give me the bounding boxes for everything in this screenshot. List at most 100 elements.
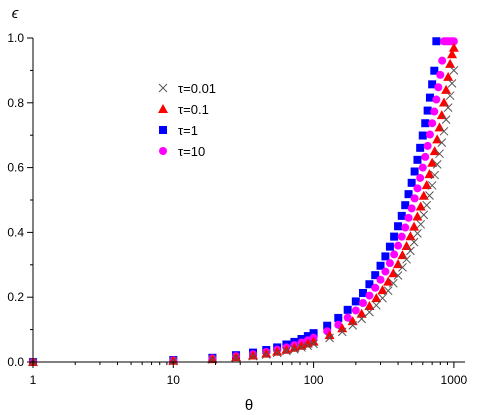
axes <box>27 37 465 368</box>
data-point <box>168 356 178 366</box>
data-point <box>334 320 343 329</box>
data-point <box>365 307 374 317</box>
data-point <box>261 348 272 358</box>
y-tick-label: 0.2 <box>7 290 24 304</box>
y-tick-label: 0.6 <box>7 161 24 175</box>
data-point <box>334 313 343 322</box>
legend-label: τ=0.1 <box>178 102 209 117</box>
data-point <box>397 232 406 241</box>
data-point <box>421 152 430 161</box>
data-point <box>413 229 422 238</box>
y-tick-label: 0.0 <box>7 355 24 369</box>
data-point <box>376 261 385 270</box>
legend-marker <box>159 126 167 134</box>
data-point <box>381 267 390 276</box>
series-2 <box>28 42 459 366</box>
y-tick-label: 1.0 <box>7 31 24 45</box>
legend: τ=0.01 τ=0.1 τ=1 τ=10 <box>158 81 216 159</box>
data-point <box>371 283 380 292</box>
data-point <box>416 173 425 182</box>
data-point <box>359 288 368 297</box>
data-point <box>416 219 426 229</box>
data-point <box>356 308 367 318</box>
data-point <box>231 353 241 363</box>
data-point <box>443 103 453 113</box>
data-point <box>429 146 440 156</box>
data-point <box>439 126 449 136</box>
data-point <box>447 49 458 59</box>
data-point <box>404 190 413 199</box>
data-point <box>343 313 352 322</box>
data-point <box>449 37 458 46</box>
data-point <box>424 169 435 179</box>
data-point <box>425 191 434 200</box>
data-point <box>418 131 427 140</box>
data-point <box>404 213 413 222</box>
data-point <box>434 83 443 92</box>
legend-label: τ=1 <box>178 123 198 138</box>
x-tick-label: 100 <box>304 373 324 387</box>
data-point <box>381 252 390 261</box>
legend-label: τ=0.01 <box>178 81 216 96</box>
data-point <box>376 275 385 284</box>
data-point <box>365 280 374 289</box>
data-point <box>435 149 444 159</box>
data-point <box>449 66 459 75</box>
data-point <box>412 211 423 221</box>
data-point <box>385 259 394 268</box>
data-point <box>351 297 360 306</box>
data-point <box>261 350 271 359</box>
series-3 <box>29 37 441 366</box>
data-point <box>430 107 439 116</box>
data-point <box>405 231 416 241</box>
data-point <box>351 306 360 315</box>
data-point <box>437 138 447 148</box>
data-point <box>282 346 291 356</box>
data-point <box>309 329 318 338</box>
data-point <box>357 314 366 324</box>
data-point <box>401 223 410 232</box>
data-point <box>308 336 319 346</box>
data-point <box>423 106 432 115</box>
data-point <box>428 119 437 128</box>
data-point <box>427 157 438 167</box>
data-point <box>348 321 358 330</box>
data-point <box>231 352 242 362</box>
data-point <box>445 58 456 68</box>
data-point <box>397 250 408 260</box>
data-point <box>303 341 313 351</box>
data-point <box>272 348 282 358</box>
x-axis-title: θ <box>245 397 253 414</box>
data-point <box>418 190 429 200</box>
data-point <box>438 97 449 107</box>
data-point <box>436 70 445 79</box>
data-point <box>343 305 352 314</box>
data-point <box>436 110 447 120</box>
x-tick-label: 1000 <box>441 373 468 387</box>
data-point <box>303 332 312 341</box>
data-point <box>445 91 455 101</box>
data-point <box>409 221 420 231</box>
data-point <box>410 167 419 176</box>
data-point <box>323 321 332 330</box>
data-point <box>428 80 437 89</box>
data-point <box>290 345 299 354</box>
data-point <box>325 333 334 343</box>
data-point <box>421 180 432 190</box>
data-point <box>443 71 454 81</box>
series-4 <box>29 37 458 366</box>
y-tick-label: 0.4 <box>7 225 24 239</box>
data-point <box>383 276 394 286</box>
data-point <box>296 340 307 350</box>
data-point <box>413 155 422 164</box>
data-point <box>207 354 218 364</box>
plot-area <box>28 37 459 367</box>
data-point <box>281 344 292 354</box>
data-point <box>371 271 380 280</box>
series-1 <box>28 66 459 367</box>
data-point <box>406 246 415 256</box>
data-point <box>401 241 412 251</box>
data-point <box>390 232 399 241</box>
data-point <box>337 327 347 337</box>
